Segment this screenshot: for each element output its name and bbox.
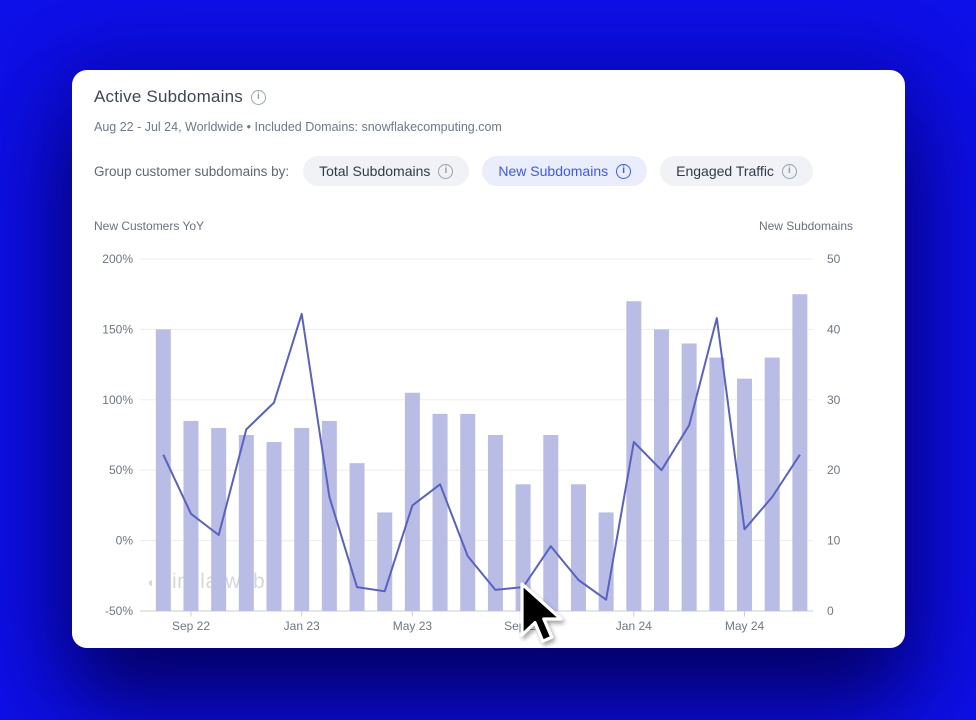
right-axis-tick-label: 40 — [827, 322, 841, 336]
chart-bar[interactable] — [487, 435, 503, 611]
active-subdomains-card: Active Subdomains i Aug 22 - Jul 24, Wor… — [72, 70, 905, 648]
chart-bar[interactable] — [377, 512, 393, 611]
chart-bar[interactable] — [681, 343, 697, 611]
chart-bar[interactable] — [737, 378, 753, 611]
chart-bar[interactable] — [183, 420, 199, 611]
chart-bar[interactable] — [404, 392, 420, 611]
group-by-controls: Group customer subdomains by: Total Subd… — [94, 156, 883, 186]
chart-bar[interactable] — [543, 435, 559, 611]
info-icon[interactable]: i — [616, 163, 632, 179]
right-axis-tick-label: 50 — [827, 252, 841, 266]
date-scope-subtitle: Aug 22 - Jul 24, Worldwide • Included Do… — [94, 120, 502, 134]
right-axis-tick-label: 10 — [827, 534, 841, 548]
chart-bar[interactable] — [598, 512, 614, 611]
toggle-engaged-traffic[interactable]: Engaged Traffic i — [660, 156, 813, 186]
right-axis-tick-label: 0 — [827, 604, 834, 618]
toggle-label: Total Subdomains — [319, 163, 431, 179]
toggle-new-subdomains[interactable]: New Subdomains i — [482, 156, 648, 186]
x-axis-tick-label: Jan 23 — [284, 619, 320, 633]
similarweb-logo-icon: ◖ — [146, 574, 155, 590]
x-axis-tick-label: May 24 — [725, 619, 765, 633]
info-icon[interactable]: i — [781, 163, 797, 179]
left-axis-tick-label: 200% — [102, 252, 133, 266]
toggle-total-subdomains[interactable]: Total Subdomains i — [303, 156, 470, 186]
combo-chart[interactable]: 200% 150% 100% 50% 0% -50% 50 40 30 20 10 0 Sep 22 Ja… — [72, 70, 905, 648]
left-axis-tick-label: -50% — [105, 604, 133, 618]
chart-bar[interactable] — [211, 427, 227, 611]
x-axis-tick-label: Jan 24 — [616, 619, 652, 633]
right-axis-tick-label: 20 — [827, 463, 841, 477]
chart-bar[interactable] — [626, 301, 642, 611]
chart-bar[interactable] — [460, 413, 476, 611]
title-info-icon[interactable]: i — [250, 89, 266, 105]
info-icon[interactable]: i — [438, 163, 454, 179]
group-by-label: Group customer subdomains by: — [94, 163, 290, 179]
toggle-label: New Subdomains — [498, 163, 609, 179]
right-axis-tick-label: 30 — [827, 393, 841, 407]
chart-bar[interactable] — [792, 294, 808, 611]
chart-bar[interactable] — [155, 329, 171, 611]
chart-bar[interactable] — [570, 484, 586, 611]
left-axis-title: New Customers YoY — [94, 219, 205, 233]
chart-bar[interactable] — [294, 427, 310, 611]
left-axis-tick-label: 150% — [102, 322, 133, 336]
card-header: Active Subdomains i Aug 22 - Jul 24, Wor… — [94, 87, 883, 134]
chart-bar[interactable] — [515, 484, 531, 611]
x-axis-tick-label: Sep 22 — [172, 619, 210, 633]
x-axis-tick-label: Sep 23 — [504, 619, 542, 633]
chart-bar[interactable] — [764, 357, 780, 611]
toggle-label: Engaged Traffic — [676, 163, 774, 179]
trend-line[interactable] — [162, 312, 801, 601]
page-title: Active Subdomains — [94, 87, 243, 106]
right-axis-title: New Subdomains — [758, 219, 853, 233]
x-axis-tick-label: May 23 — [393, 619, 433, 633]
left-axis-tick-label: 50% — [109, 463, 133, 477]
left-axis-tick-label: 100% — [102, 393, 133, 407]
chart-bar[interactable] — [266, 442, 282, 611]
chart-bar[interactable] — [238, 435, 254, 611]
chart-bar[interactable] — [432, 413, 448, 611]
chart-bar[interactable] — [709, 357, 725, 611]
left-axis-tick-label: 0% — [116, 534, 134, 548]
